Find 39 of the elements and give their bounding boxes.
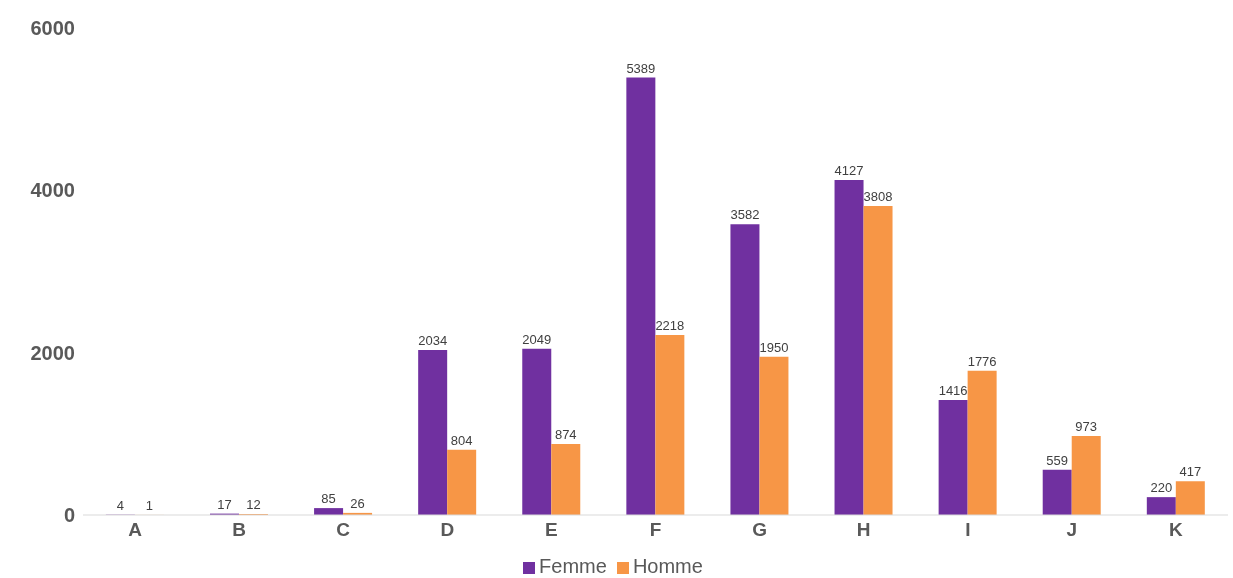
x-tick-label: J bbox=[1066, 519, 1078, 541]
data-label: 1776 bbox=[967, 353, 997, 369]
y-tick-label: 2000 bbox=[30, 341, 75, 364]
y-tick-label: 4000 bbox=[30, 179, 75, 202]
data-label: 17 bbox=[217, 496, 232, 512]
x-tick-label: G bbox=[752, 519, 767, 541]
data-label: 417 bbox=[1179, 464, 1202, 480]
x-tick-label: K bbox=[1169, 519, 1184, 541]
data-label: 804 bbox=[450, 432, 473, 448]
x-tick-label: F bbox=[649, 519, 662, 541]
x-tick-label: A bbox=[128, 519, 143, 541]
data-label: 2049 bbox=[522, 331, 552, 347]
x-tick-label: E bbox=[545, 519, 558, 541]
data-label: 3808 bbox=[863, 188, 893, 204]
y-tick-label: 6000 bbox=[30, 17, 75, 40]
data-label: 973 bbox=[1075, 419, 1098, 435]
data-label: 85 bbox=[321, 491, 336, 507]
data-label: 3582 bbox=[730, 207, 760, 223]
y-tick-label: 0 bbox=[63, 504, 75, 527]
data-label: 1950 bbox=[759, 339, 789, 355]
data-label: 220 bbox=[1150, 480, 1173, 496]
data-label: 26 bbox=[350, 495, 365, 511]
data-label: 12 bbox=[246, 497, 261, 513]
legend-label: Femme bbox=[539, 555, 607, 577]
x-tick-label: I bbox=[965, 519, 971, 541]
data-label: 4127 bbox=[834, 163, 864, 179]
data-label: 1416 bbox=[938, 383, 968, 399]
x-tick-label: D bbox=[440, 519, 455, 541]
data-label: 874 bbox=[554, 427, 577, 443]
data-label: 5389 bbox=[626, 60, 656, 76]
data-label: 4 bbox=[116, 497, 125, 513]
data-label: 559 bbox=[1046, 452, 1069, 468]
legend-label: Homme bbox=[632, 555, 703, 577]
x-tick-label: C bbox=[336, 519, 351, 541]
x-tick-label: H bbox=[856, 519, 871, 541]
data-label: 1 bbox=[145, 497, 154, 513]
data-label: 2034 bbox=[418, 332, 448, 348]
x-tick-label: B bbox=[232, 519, 246, 541]
data-label: 2218 bbox=[655, 317, 685, 333]
